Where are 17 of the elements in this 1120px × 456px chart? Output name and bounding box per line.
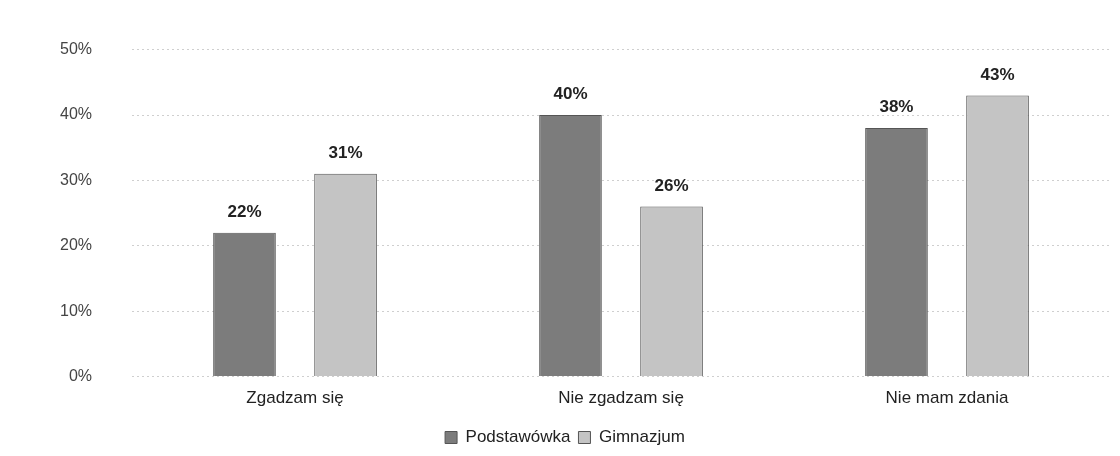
y-tick-label: 40%: [59, 105, 93, 123]
y-tick-label: 20%: [59, 236, 93, 254]
legend-label: Gimnazjum: [598, 427, 685, 447]
data-label: 40%: [553, 84, 588, 104]
y-tick-label: 10%: [59, 301, 93, 319]
x-tick-label: Zgadzam się: [246, 388, 344, 408]
data-label: 26%: [654, 175, 689, 195]
x-tick-label: Nie zgadzam się: [558, 388, 684, 408]
data-label: 38%: [879, 97, 914, 117]
x-tick-label: Nie mam zdania: [885, 388, 1009, 408]
data-label: 43%: [980, 64, 1015, 84]
y-tick-label: 50%: [59, 40, 93, 58]
data-label: 31%: [328, 143, 363, 163]
y-tick-label: 30%: [59, 170, 93, 188]
y-tick-label: 0%: [68, 367, 93, 385]
data-label: 22%: [227, 201, 262, 221]
legend-label: Podstawówka: [465, 427, 572, 447]
